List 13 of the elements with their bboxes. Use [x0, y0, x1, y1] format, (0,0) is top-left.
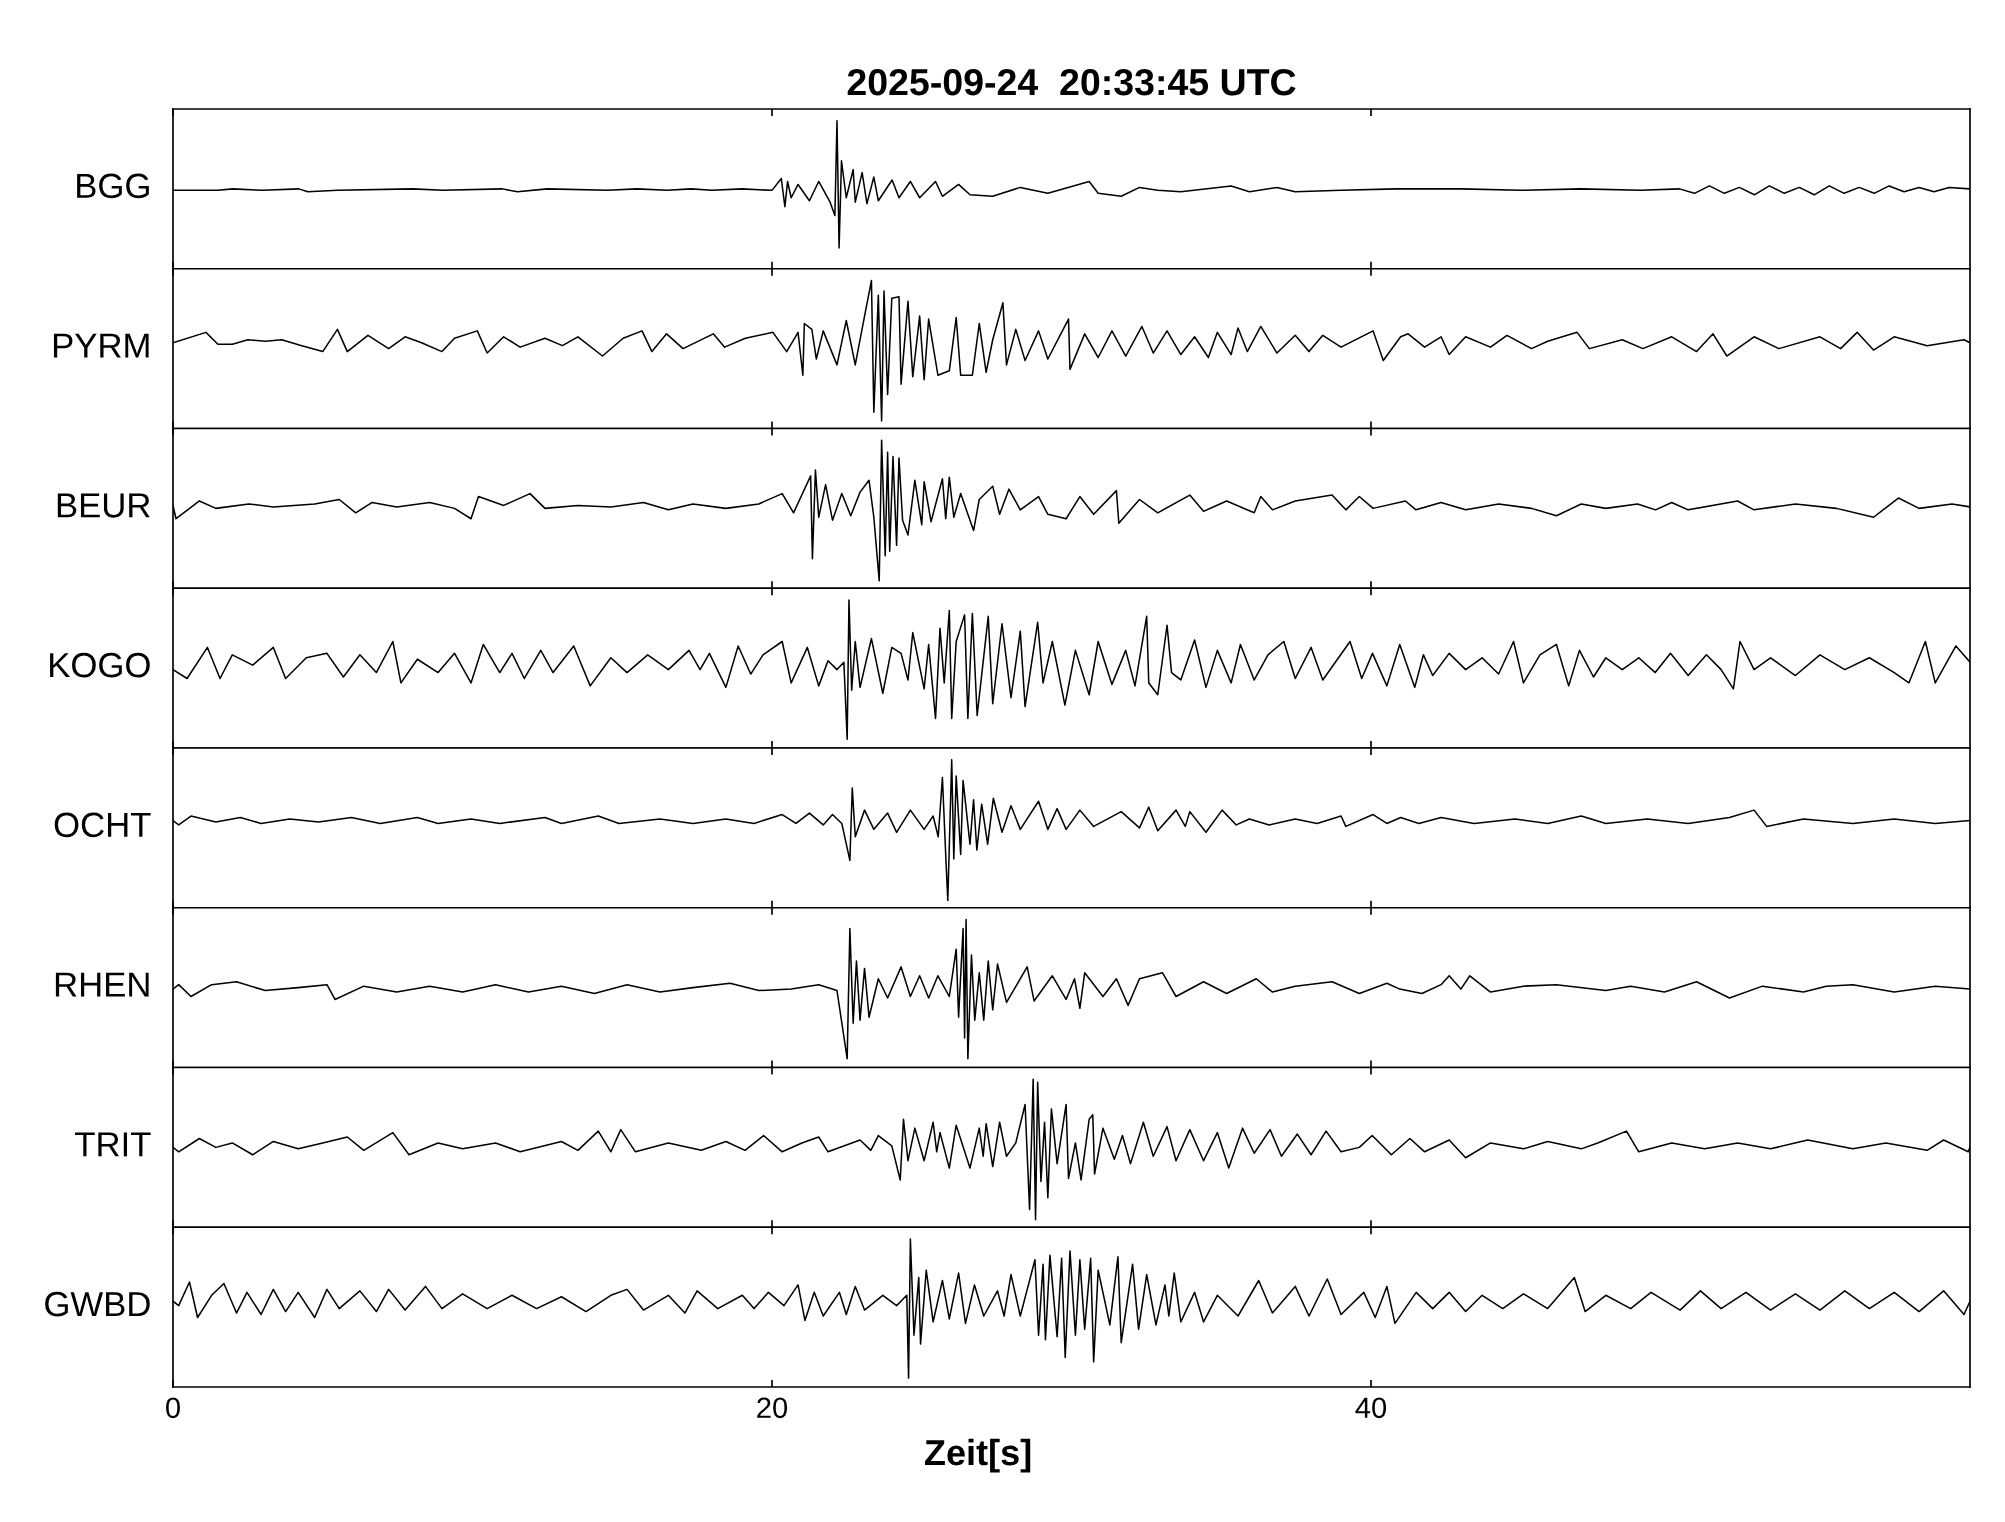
y-axis-title: KOGO [50, 652, 150, 678]
y-axis-title: OCHT [54, 812, 151, 838]
x-tick-label: 0 [166, 1397, 180, 1419]
y-axis-title: BEUR [57, 493, 150, 518]
y-axis-title: GWBD [45, 1291, 150, 1317]
x-axis-title: Zeit[s] [924, 1438, 1031, 1473]
y-axis-title: TRIT [75, 1132, 151, 1157]
y-axis-title: RHEN [55, 972, 149, 997]
y-axis-title: PYRM [53, 333, 149, 358]
chart-title: 2025-09-24 20:33:45 UTC [847, 68, 1296, 96]
x-tick-label: 40 [1355, 1397, 1387, 1419]
x-tick-label: 20 [757, 1397, 788, 1419]
y-axis-title: BGG [77, 173, 149, 199]
